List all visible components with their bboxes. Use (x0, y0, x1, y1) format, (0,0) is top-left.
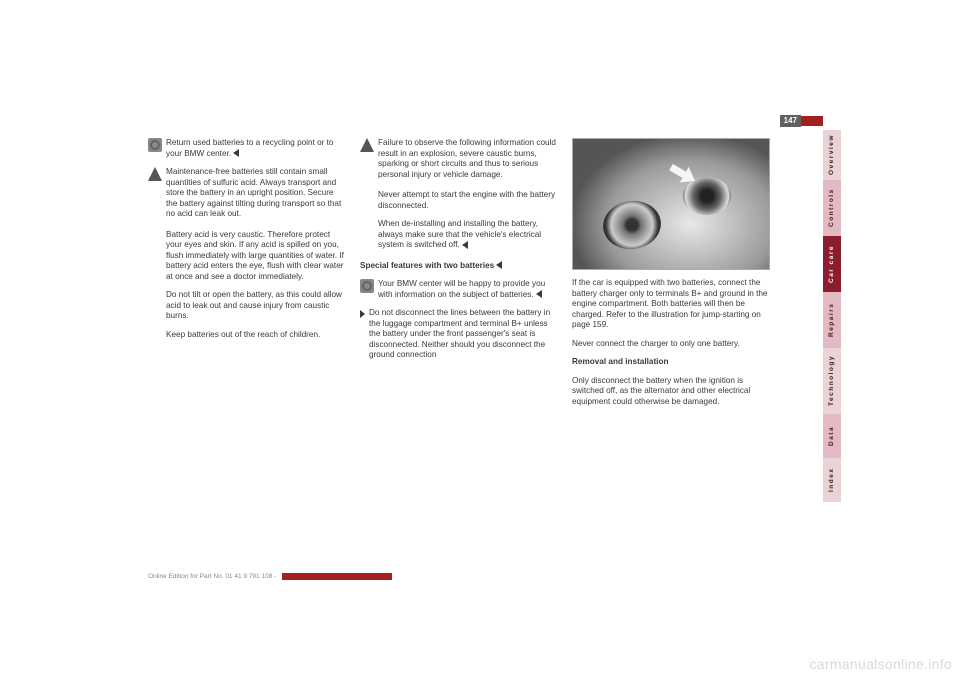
body-text: Do not disconnect the lines between the … (369, 308, 558, 361)
footer-accent (282, 573, 392, 580)
subheading: Removal and installation (572, 357, 668, 366)
note-end-icon (536, 290, 542, 298)
page-number-accent (801, 116, 823, 126)
body-text: If the car is equipped with two batterie… (572, 278, 770, 331)
body-text: Your BMW center will be happy to provide… (378, 279, 545, 299)
warning-continued: Battery acid is very caustic. Therefore … (166, 230, 346, 283)
warning-continued: Keep batteries out of the reach of child… (166, 330, 346, 341)
body-paragraph: Never attempt to start the engine with t… (378, 190, 558, 211)
body-text: Return used batteries to a recycling poi… (166, 138, 333, 158)
bullet-icon (360, 310, 365, 318)
side-tab[interactable]: Controls (823, 180, 841, 236)
content-columns: Return used batteries to a recycling poi… (148, 138, 770, 415)
body-text: Failure to observe the following informa… (378, 138, 558, 180)
body-text: Keep batteries out of the reach of child… (166, 330, 346, 341)
column-2: Failure to observe the following informa… (360, 138, 558, 415)
page-number-bar: 147 (780, 116, 823, 126)
warning-block: Failure to observe the following informa… (360, 138, 558, 182)
column-3: 46cde036 If the car is equipped with two… (572, 138, 770, 415)
side-tab[interactable]: Data (823, 414, 841, 458)
page-number: 147 (780, 115, 801, 127)
side-tab[interactable]: Car care (823, 236, 841, 292)
warning-continued: Do not tilt or open the battery, as this… (166, 290, 346, 322)
body-text: Maintenance-free batteries still contain… (166, 167, 346, 220)
warning-icon (360, 138, 374, 152)
note-end-icon (233, 149, 239, 157)
side-tab[interactable]: Repairs (823, 292, 841, 348)
watermark: carmanualsonline.info (810, 656, 953, 672)
footer-text: Online Edition for Part No. 01 41 9 791 … (148, 573, 278, 580)
body-text: Never attempt to start the engine with t… (378, 190, 558, 211)
page-footer: Online Edition for Part No. 01 41 9 791 … (148, 573, 392, 581)
photo-code: 46cde036 (572, 234, 577, 265)
arrow-icon (669, 165, 697, 193)
body-paragraph: If the car is equipped with two batterie… (572, 278, 770, 331)
body-text: Never connect the charger to only one ba… (572, 339, 770, 350)
warning-block: Maintenance-free batteries still contain… (148, 167, 346, 222)
recycle-icon (360, 279, 374, 293)
manual-page: 147 Return used batteries to a recycling… (148, 116, 823, 581)
body-text: When de-installing and installing the ba… (378, 219, 541, 249)
subheading-row: Removal and installation (572, 357, 770, 368)
side-tab[interactable]: Overview (823, 130, 841, 180)
side-tabs: OverviewControlsCar careRepairsTechnolog… (823, 130, 841, 502)
body-paragraph: Never connect the charger to only one ba… (572, 339, 770, 350)
subheading: Special features with two batteries (360, 261, 494, 270)
side-tab[interactable]: Technology (823, 348, 841, 414)
recycle-note: Your BMW center will be happy to provide… (360, 279, 558, 300)
body-text: Only disconnect the battery when the ign… (572, 376, 770, 408)
body-paragraph: When de-installing and installing the ba… (378, 219, 558, 251)
body-text: Battery acid is very caustic. Therefore … (166, 230, 346, 283)
warning-icon (148, 167, 162, 181)
side-tab[interactable]: Index (823, 458, 841, 502)
column-1: Return used batteries to a recycling poi… (148, 138, 346, 415)
body-paragraph: Only disconnect the battery when the ign… (572, 376, 770, 408)
body-text: Do not tilt or open the battery, as this… (166, 290, 346, 322)
recycle-icon (148, 138, 162, 152)
note-end-icon (462, 241, 468, 249)
recycle-note: Return used batteries to a recycling poi… (148, 138, 346, 159)
note-end-icon (496, 261, 502, 269)
bullet-item: Do not disconnect the lines between the … (360, 308, 558, 361)
battery-photo: 46cde036 (572, 138, 770, 270)
subheading-row: Special features with two batteries (360, 261, 558, 272)
